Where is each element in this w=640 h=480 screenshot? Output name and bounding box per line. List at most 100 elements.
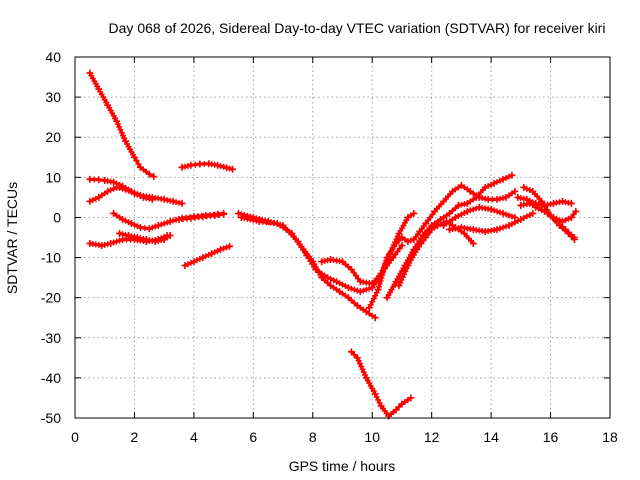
x-tick-label: 2 bbox=[131, 429, 139, 445]
data-marker bbox=[137, 193, 144, 200]
data-marker bbox=[455, 184, 462, 191]
x-tick-label: 8 bbox=[309, 429, 317, 445]
data-marker bbox=[358, 363, 365, 370]
data-marker bbox=[455, 224, 462, 231]
data-marker bbox=[443, 212, 450, 219]
data-marker bbox=[217, 163, 224, 170]
data-marker bbox=[152, 223, 159, 230]
data-marker bbox=[470, 196, 477, 203]
data-marker bbox=[133, 157, 140, 164]
data-marker bbox=[403, 217, 410, 224]
data-marker bbox=[375, 396, 382, 403]
data-marker bbox=[360, 369, 367, 376]
data-marker bbox=[310, 263, 317, 270]
data-marker bbox=[211, 161, 218, 168]
series-arc-f bbox=[116, 229, 174, 246]
data-marker bbox=[140, 235, 147, 242]
x-tick-label: 12 bbox=[424, 429, 440, 445]
data-marker bbox=[538, 207, 545, 214]
data-marker bbox=[164, 219, 171, 226]
data-marker bbox=[207, 212, 214, 219]
data-marker bbox=[491, 207, 498, 214]
axis-ticks: 0 2 4 6 8 10 12 14 16 18 40 30 20 10 0 -10 -20 -30 -40 -50 bbox=[41, 49, 618, 445]
y-tick-label: 40 bbox=[45, 49, 61, 65]
data-marker bbox=[536, 195, 543, 202]
data-marker bbox=[118, 129, 125, 136]
data-marker bbox=[401, 271, 408, 278]
data-marker bbox=[128, 189, 135, 196]
data-marker bbox=[116, 237, 123, 244]
data-marker bbox=[479, 227, 486, 234]
data-marker bbox=[461, 209, 468, 216]
data-marker bbox=[161, 220, 168, 227]
data-marker bbox=[321, 272, 328, 279]
data-marker bbox=[380, 266, 387, 273]
y-tick-label: -30 bbox=[41, 330, 61, 346]
data-marker bbox=[342, 283, 349, 290]
data-marker bbox=[505, 212, 512, 219]
data-marker bbox=[366, 285, 373, 292]
series-arc-q bbox=[446, 209, 537, 235]
data-marker bbox=[497, 209, 504, 216]
data-marker bbox=[131, 233, 138, 240]
data-marker bbox=[424, 217, 431, 224]
data-marker bbox=[226, 165, 233, 172]
data-marker bbox=[360, 306, 367, 313]
data-marker bbox=[497, 177, 504, 184]
data-marker bbox=[489, 196, 496, 203]
data-marker bbox=[399, 274, 406, 281]
data-marker bbox=[470, 206, 477, 213]
x-axis-label: GPS time / hours bbox=[289, 458, 396, 474]
data-marker bbox=[333, 286, 340, 293]
data-marker bbox=[379, 272, 386, 279]
data-marker bbox=[112, 115, 119, 122]
series-arc-m bbox=[365, 181, 519, 312]
data-marker bbox=[392, 251, 399, 258]
data-marker bbox=[508, 190, 515, 197]
data-marker bbox=[101, 190, 108, 197]
series-arc-v bbox=[532, 203, 580, 225]
data-marker bbox=[348, 285, 355, 292]
y-tick-label: 10 bbox=[45, 169, 61, 185]
data-marker bbox=[103, 99, 110, 106]
data-marker bbox=[195, 214, 202, 221]
data-marker bbox=[556, 217, 563, 224]
data-marker bbox=[367, 301, 374, 308]
data-marker bbox=[404, 396, 411, 403]
x-tick-label: 18 bbox=[602, 429, 618, 445]
data-marker bbox=[362, 372, 369, 379]
y-tick-label: 30 bbox=[45, 89, 61, 105]
data-marker bbox=[449, 216, 456, 223]
data-marker bbox=[382, 260, 389, 267]
data-marker bbox=[119, 132, 126, 139]
data-marker bbox=[526, 187, 533, 194]
data-marker bbox=[113, 238, 120, 245]
data-marker bbox=[158, 195, 165, 202]
data-marker bbox=[117, 126, 124, 133]
data-marker bbox=[397, 279, 404, 286]
data-marker bbox=[565, 215, 572, 222]
x-tick-label: 16 bbox=[543, 429, 559, 445]
data-point bbox=[150, 173, 158, 181]
data-marker bbox=[196, 255, 203, 262]
data-marker bbox=[420, 237, 427, 244]
series-arc-r bbox=[347, 348, 415, 420]
data-marker bbox=[220, 163, 227, 170]
data-marker bbox=[562, 227, 569, 234]
data-marker bbox=[500, 224, 506, 231]
data-marker bbox=[373, 289, 380, 296]
data-marker bbox=[94, 83, 101, 90]
data-marker bbox=[121, 135, 128, 142]
chart-title: Day 068 of 2026, Sidereal Day-to-day VTE… bbox=[109, 20, 606, 36]
data-marker bbox=[380, 269, 387, 276]
data-marker bbox=[355, 357, 362, 364]
data-marker bbox=[149, 224, 156, 231]
data-marker bbox=[402, 268, 409, 275]
data-marker bbox=[92, 195, 99, 202]
data-marker bbox=[158, 221, 165, 228]
data-marker bbox=[373, 393, 380, 400]
data-marker bbox=[205, 251, 212, 258]
series-arc-h bbox=[181, 242, 234, 270]
data-marker bbox=[345, 263, 352, 270]
